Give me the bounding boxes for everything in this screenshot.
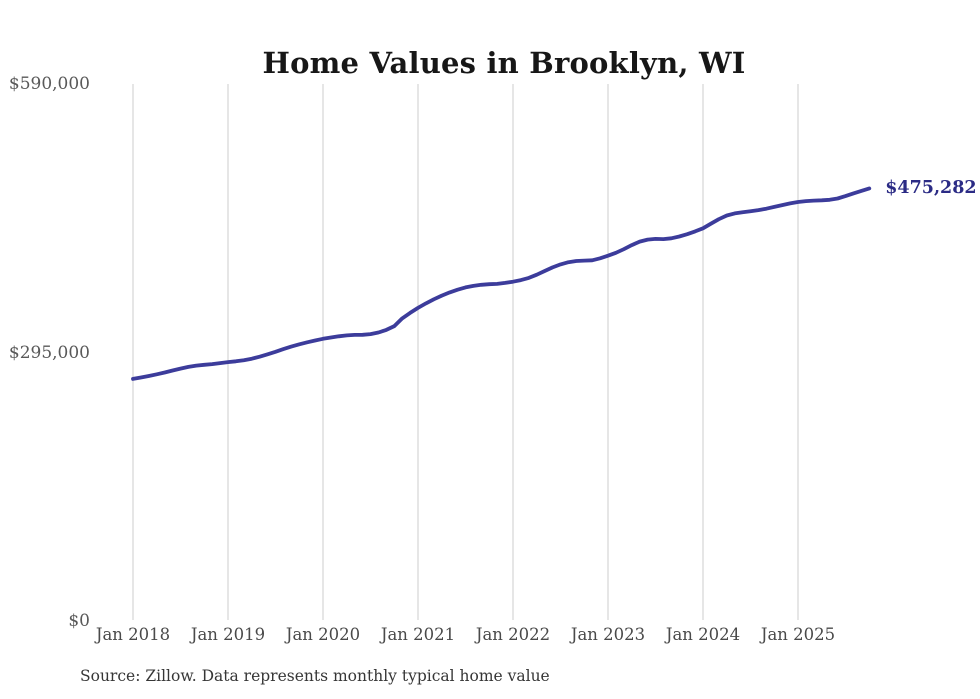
x-tick-label: Jan 2020	[285, 625, 361, 644]
chart-title: Home Values in Brooklyn, WI	[262, 46, 746, 81]
x-tick-label: Jan 2023	[570, 625, 646, 644]
x-tick-label: Jan 2024	[665, 625, 741, 644]
x-tick-label: Jan 2022	[475, 625, 551, 644]
x-tick-label: Jan 2025	[760, 625, 836, 644]
source-note: Source: Zillow. Data represents monthly …	[80, 667, 550, 685]
x-tick-label: Jan 2018	[95, 625, 171, 644]
last-value-label: $475,282	[885, 178, 977, 199]
x-tick-label: Jan 2019	[190, 625, 266, 644]
y-tick-label: $590,000	[8, 74, 90, 94]
y-tick-label: $295,000	[8, 342, 90, 363]
home-value-series-line	[131, 186, 872, 381]
y-tick-label: $0	[68, 611, 90, 631]
x-tick-label: Jan 2021	[380, 625, 456, 644]
